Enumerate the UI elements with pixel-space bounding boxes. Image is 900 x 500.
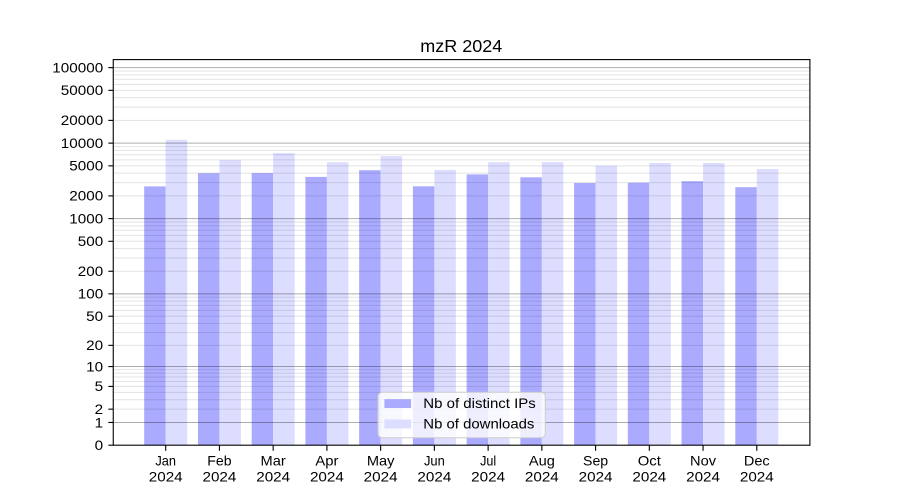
- svg-text:Oct: Oct: [638, 453, 661, 468]
- svg-text:0: 0: [95, 438, 104, 453]
- svg-text:2024: 2024: [202, 469, 236, 484]
- svg-text:Nb of distinct IPs: Nb of distinct IPs: [423, 396, 536, 411]
- svg-text:10000: 10000: [61, 136, 104, 151]
- svg-text:Dec: Dec: [744, 453, 770, 468]
- svg-text:2024: 2024: [632, 469, 666, 484]
- svg-text:1: 1: [95, 415, 104, 430]
- svg-text:2024: 2024: [149, 469, 183, 484]
- svg-text:2024: 2024: [686, 469, 720, 484]
- svg-text:100: 100: [78, 287, 104, 302]
- svg-text:2: 2: [95, 402, 104, 417]
- svg-text:Nb of downloads: Nb of downloads: [423, 416, 534, 431]
- svg-text:2024: 2024: [471, 469, 505, 484]
- svg-text:10: 10: [86, 359, 103, 374]
- svg-text:mzR 2024: mzR 2024: [420, 36, 502, 56]
- svg-text:2024: 2024: [256, 469, 290, 484]
- svg-text:2024: 2024: [579, 469, 613, 484]
- svg-text:Apr: Apr: [315, 453, 339, 468]
- svg-text:20: 20: [86, 338, 103, 353]
- svg-text:Mar: Mar: [261, 453, 287, 468]
- svg-text:5000: 5000: [69, 159, 103, 174]
- svg-text:100000: 100000: [52, 60, 103, 75]
- svg-text:Nov: Nov: [690, 453, 716, 468]
- svg-text:500: 500: [78, 234, 104, 249]
- svg-text:Jan: Jan: [155, 453, 176, 468]
- svg-text:Jun: Jun: [424, 453, 445, 468]
- svg-text:Sep: Sep: [583, 453, 608, 468]
- svg-text:2024: 2024: [310, 469, 344, 484]
- svg-text:50: 50: [86, 309, 103, 324]
- svg-text:Aug: Aug: [529, 453, 555, 468]
- svg-text:2024: 2024: [417, 469, 451, 484]
- svg-text:1000: 1000: [69, 211, 103, 226]
- svg-text:2024: 2024: [364, 469, 398, 484]
- svg-text:200: 200: [78, 264, 104, 279]
- svg-text:20000: 20000: [61, 113, 104, 128]
- svg-text:2024: 2024: [740, 469, 774, 484]
- svg-text:May: May: [367, 453, 395, 468]
- svg-text:2024: 2024: [525, 469, 559, 484]
- svg-text:2000: 2000: [69, 189, 103, 204]
- svg-text:50000: 50000: [61, 83, 104, 98]
- svg-text:Feb: Feb: [207, 453, 231, 468]
- svg-text:Jul: Jul: [480, 453, 496, 468]
- svg-text:5: 5: [95, 379, 104, 394]
